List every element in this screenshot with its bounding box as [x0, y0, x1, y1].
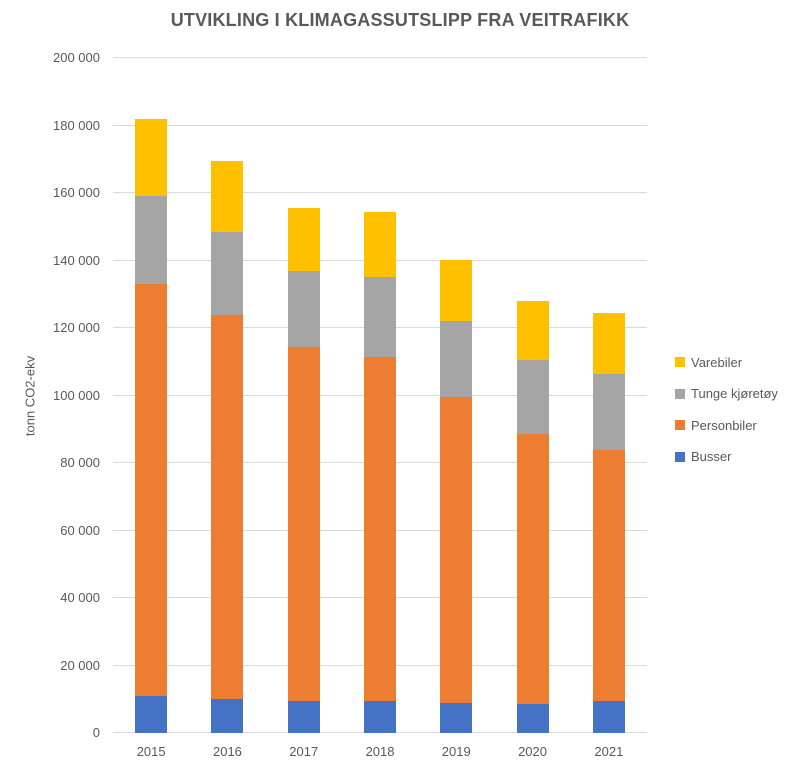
bar-segment-2021-varebiler	[592, 312, 625, 374]
bar-segment-2020-varebiler	[516, 301, 549, 361]
y-tick-label-200-000: 200 000	[53, 50, 100, 65]
legend-swatch-personbiler	[675, 420, 685, 430]
y-tick-label-80-000: 80 000	[60, 455, 100, 470]
gridline-200-000	[113, 57, 647, 58]
bar-segment-2018-personbiler	[364, 356, 396, 701]
y-tick-label-160-000: 160 000	[53, 185, 100, 200]
bar-segment-2021-tunge-kjøretøy	[592, 373, 625, 450]
bar-segment-2020-busser	[516, 704, 549, 733]
y-tick-label-60-000: 60 000	[60, 522, 100, 538]
y-tick-label-20-000: 20 000	[60, 657, 100, 673]
legend-item-tunge-kjøretøy: Tunge kjøretøy	[675, 386, 778, 402]
bar-segment-2016-personbiler	[211, 314, 244, 700]
bar-segment-2017-personbiler	[287, 346, 320, 701]
bar-segment-2017-varebiler	[287, 208, 320, 271]
gridline-160-000	[113, 192, 647, 193]
y-tick-label-180-000: 180 000	[53, 117, 100, 133]
legend-label-varebiler: Varebiler	[691, 354, 743, 370]
bar-segment-2018-busser	[364, 700, 396, 733]
chart-title: UTVIKLING I KLIMAGASSUTSLIPP FRA VEITRAF…	[170, 10, 630, 30]
legend-swatch-busser	[675, 451, 685, 462]
bar-segment-2019-busser	[440, 702, 473, 733]
bar-segment-2020-tunge-kjøretøy	[516, 360, 549, 435]
y-tick-label-40-000: 40 000	[60, 590, 100, 605]
bar-segment-2020-personbiler	[516, 434, 549, 705]
legend-item-busser: Busser	[675, 449, 731, 465]
y-tick-label-120-000: 120 000	[53, 320, 100, 335]
bar-segment-2017-tunge-kjøretøy	[287, 270, 320, 347]
gridline-180-000	[113, 124, 647, 126]
bar-segment-2017-busser	[287, 700, 320, 733]
bar-segment-2019-varebiler	[440, 260, 473, 322]
x-tick-label-2019: 2019	[441, 744, 471, 759]
bar-segment-2015-busser	[135, 695, 168, 733]
x-tick-label-2018: 2018	[365, 744, 395, 759]
y-tick-label-100-000: 100 000	[53, 387, 100, 403]
bar-segment-2016-tunge-kjøretøy	[211, 231, 244, 315]
y-tick-label-140-000: 140 000	[53, 252, 100, 268]
bar-segment-2015-personbiler	[135, 284, 168, 696]
legend-swatch-varebiler	[675, 357, 685, 367]
legend-item-personbiler: Personbiler	[675, 417, 757, 433]
plot-area	[113, 57, 647, 733]
bar-segment-2021-busser	[592, 700, 625, 733]
x-tick-label-2015: 2015	[136, 744, 166, 759]
x-tick-label-2020: 2020	[518, 744, 547, 759]
y-tick-label-0: 0	[92, 725, 100, 740]
legend-item-varebiler: Varebiler	[675, 354, 742, 370]
x-tick-label-2017: 2017	[289, 744, 319, 759]
bar-segment-2018-tunge-kjøretøy	[364, 277, 396, 357]
legend-label-busser: Busser	[691, 449, 732, 464]
bar-segment-2019-tunge-kjøretøy	[440, 321, 473, 398]
legend-swatch-tunge-kjøretøy	[675, 388, 685, 399]
bar-segment-2016-varebiler	[211, 160, 244, 232]
x-tick-label-2016: 2016	[212, 744, 242, 759]
bar-segment-2015-tunge-kjøretøy	[135, 196, 168, 285]
bar-segment-2015-varebiler	[135, 118, 168, 197]
x-tick-label-2021: 2021	[594, 744, 624, 759]
bar-segment-2018-varebiler	[364, 211, 396, 278]
bar-segment-2021-personbiler	[592, 449, 625, 701]
legend-label-tunge-kjøretøy: Tunge kjøretøy	[691, 386, 778, 401]
legend-label-personbiler: Personbiler	[691, 417, 757, 433]
bar-segment-2016-busser	[211, 699, 244, 733]
bar-segment-2019-personbiler	[440, 397, 473, 703]
